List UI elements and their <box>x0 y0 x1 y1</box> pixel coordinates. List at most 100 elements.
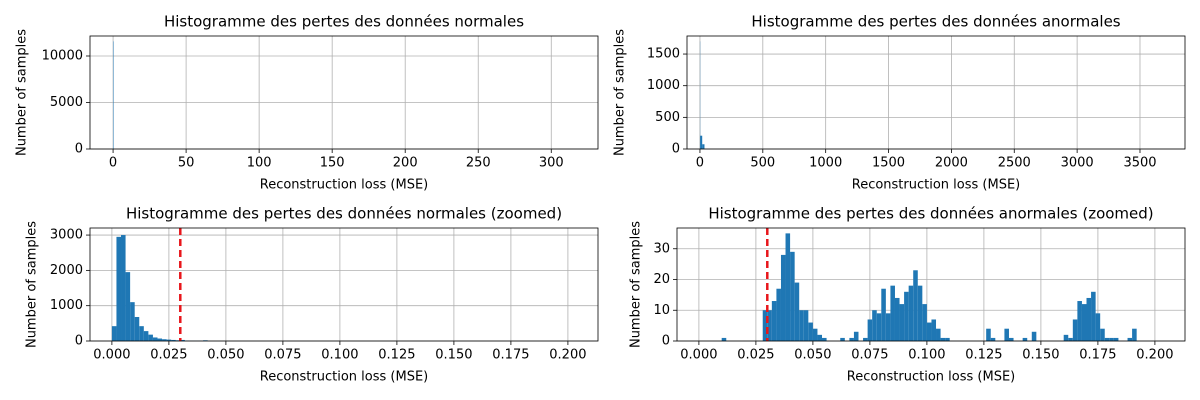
bar <box>1072 319 1078 341</box>
bar <box>116 236 122 341</box>
bar <box>794 282 800 341</box>
x-tick-label: 0.200 <box>549 348 586 363</box>
bar <box>908 285 914 341</box>
plot-area <box>113 41 575 149</box>
bar <box>817 334 823 341</box>
bar <box>867 319 873 341</box>
bar <box>785 233 791 341</box>
bar <box>157 338 163 341</box>
x-tick-label: 0.200 <box>1136 348 1173 363</box>
x-tick-label: 0.150 <box>435 348 472 363</box>
bar <box>1086 297 1092 341</box>
x-tick-label: 0.075 <box>851 348 888 363</box>
bar <box>899 304 905 341</box>
bar <box>721 337 727 341</box>
y-tick-label: 0 <box>75 334 83 349</box>
x-axis-label: Reconstruction loss (MSE) <box>847 370 1016 385</box>
bar <box>125 272 131 341</box>
x-tick-label: 300 <box>539 156 564 171</box>
bar <box>881 288 886 341</box>
y-tick-label: 1000 <box>647 78 680 93</box>
x-tick-label: 2500 <box>998 156 1031 171</box>
x-tick-label: 0.100 <box>321 348 358 363</box>
y-axis-label: Number of samples <box>25 221 40 348</box>
x-tick-label: 0.025 <box>737 348 774 363</box>
x-tick-label: 0.125 <box>965 348 1002 363</box>
axes-frame <box>89 227 599 342</box>
bar <box>931 319 937 341</box>
x-tick-label: 3500 <box>1123 156 1156 171</box>
bar <box>822 337 827 341</box>
bar <box>853 331 859 341</box>
x-tick-label: 0.000 <box>680 348 717 363</box>
bar <box>803 310 809 341</box>
axes-frame <box>686 35 1186 150</box>
bar <box>767 310 772 341</box>
bar <box>990 337 996 341</box>
y-axis-label: Number of samples <box>613 29 628 156</box>
bar <box>904 291 909 341</box>
bar <box>134 316 140 341</box>
x-tick-label: 0.175 <box>1079 348 1116 363</box>
y-tick-label: 30 <box>653 241 670 256</box>
bar <box>913 270 918 341</box>
bar <box>139 326 144 341</box>
bar <box>1104 337 1110 341</box>
bar <box>894 297 900 341</box>
chart-title: Histogramme des pertes des données norma… <box>126 205 562 223</box>
bar <box>1100 328 1105 341</box>
subplot: 0.000 0.025 0.050 0.075 0.100 0.125 0.150 0.175… <box>25 205 599 385</box>
y-tick-label: 1000 <box>50 298 83 313</box>
subplot: 0 50 100 150 200 250 300 0 5000 10000 Histogramme … <box>15 13 599 193</box>
y-tick-label: 1500 <box>647 47 680 62</box>
plot-area <box>721 228 1137 341</box>
x-tick-label: 1000 <box>809 156 842 171</box>
x-axis-label: Reconstruction loss (MSE) <box>260 370 429 385</box>
bar <box>885 313 891 341</box>
bar <box>986 328 991 341</box>
bar <box>1008 337 1014 341</box>
bar <box>1091 291 1096 341</box>
bar <box>1127 337 1133 341</box>
bar <box>162 339 167 341</box>
y-tick-label: 0 <box>75 142 83 157</box>
bar <box>922 304 927 341</box>
bar <box>1132 328 1137 341</box>
y-tick-label: 10000 <box>42 48 83 63</box>
bar <box>1068 337 1073 341</box>
subplot: 0 500 1000 1500 2000 2500 3000 3500 0 500 1000 1500… <box>613 13 1186 193</box>
subplot: 0.000 0.025 0.050 0.075 0.100 0.125 0.150 0.175… <box>629 205 1186 385</box>
bar <box>1095 313 1101 341</box>
x-tick-label: 0 <box>109 156 117 171</box>
axes-frame <box>676 227 1186 342</box>
bar <box>700 135 703 149</box>
x-tick-label: 250 <box>466 156 491 171</box>
bar <box>799 310 804 341</box>
x-tick-label: 1500 <box>872 156 905 171</box>
y-tick-label: 500 <box>655 110 680 125</box>
x-tick-label: 150 <box>320 156 345 171</box>
x-tick-label: 0.000 <box>93 348 130 363</box>
x-tick-label: 0.150 <box>1022 348 1059 363</box>
x-tick-label: 2000 <box>935 156 968 171</box>
bar <box>121 235 126 341</box>
bar <box>840 337 845 341</box>
bar <box>1031 331 1037 341</box>
bar <box>1022 337 1028 341</box>
x-tick-label: 0.125 <box>378 348 415 363</box>
bar <box>152 337 158 341</box>
y-tick-label: 10 <box>653 303 670 318</box>
chart-title: Histogramme des pertes des données anorm… <box>708 205 1153 223</box>
bar <box>945 337 950 341</box>
bar <box>872 310 877 341</box>
y-tick-label: 0 <box>662 334 670 349</box>
bar <box>940 337 946 341</box>
bar <box>776 288 781 341</box>
x-tick-label: 0.075 <box>264 348 301 363</box>
bar <box>166 339 172 341</box>
bar <box>917 285 923 341</box>
x-tick-label: 0.100 <box>908 348 945 363</box>
bar <box>771 301 777 341</box>
bar <box>808 322 813 341</box>
